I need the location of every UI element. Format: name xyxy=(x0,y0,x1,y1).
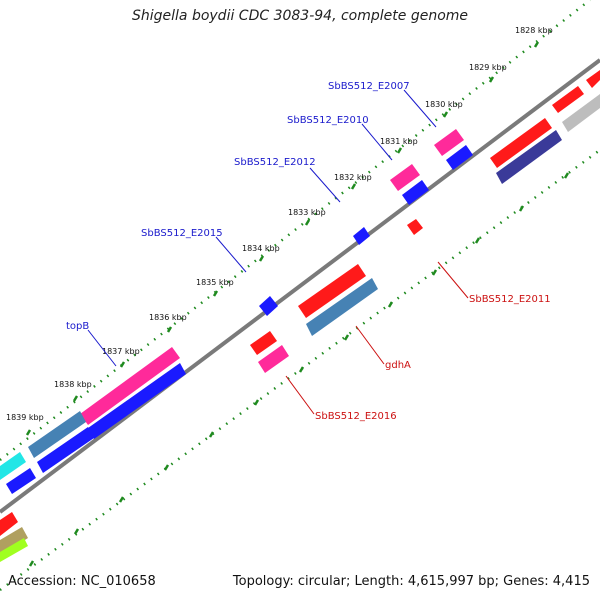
reverse-genes xyxy=(0,219,423,562)
gene-arrow[interactable] xyxy=(250,331,277,355)
gene-label[interactable]: SbBS512_E2011 xyxy=(469,294,551,305)
gene-label[interactable]: SbBS512_E2016 xyxy=(315,411,397,422)
gene-arrow[interactable] xyxy=(80,347,180,425)
gene-label[interactable]: gdhA xyxy=(385,360,411,371)
kbp-label: 1836 kbp xyxy=(149,313,187,322)
kbp-label: 1835 kbp xyxy=(196,278,234,287)
gene-arrow[interactable] xyxy=(562,94,600,132)
kbp-label: 1837 kbp xyxy=(102,347,140,356)
gene-arrow[interactable] xyxy=(6,468,36,494)
forward-leaders xyxy=(87,89,437,367)
gene-arrow[interactable] xyxy=(446,145,473,170)
lower-major-ticks xyxy=(28,172,570,567)
kbp-label: 1839 kbp xyxy=(6,413,44,422)
genome-backbone xyxy=(0,58,600,514)
kbp-label: 1831 kbp xyxy=(380,137,418,146)
genome-stats-text: Topology: circular; Length: 4,615,997 bp… xyxy=(232,574,590,589)
gene-label[interactable]: SbBS512_E2012 xyxy=(234,157,316,168)
gene-arrow[interactable] xyxy=(37,427,94,473)
upper-tick-track xyxy=(0,0,591,461)
gene-arrow[interactable] xyxy=(88,363,186,439)
gene-arrow[interactable] xyxy=(0,512,18,536)
accession-text: Accession: NC_010658 xyxy=(8,574,156,589)
gene-arrow[interactable] xyxy=(434,129,464,156)
kbp-labels: 1828 kbp 1829 kbp 1830 kbp 1831 kbp 1832… xyxy=(6,26,553,422)
gene-arrow[interactable] xyxy=(259,296,278,316)
gene-arrow[interactable] xyxy=(407,219,423,235)
kbp-label: 1838 kbp xyxy=(54,380,92,389)
kbp-label: 1828 kbp xyxy=(515,26,553,35)
gene-arrow[interactable] xyxy=(390,164,420,191)
gene-arrow[interactable] xyxy=(552,86,584,113)
gene-arrow[interactable] xyxy=(306,278,378,336)
kbp-label: 1830 kbp xyxy=(425,100,463,109)
gene-arrow[interactable] xyxy=(0,538,28,562)
gene-arrow[interactable] xyxy=(28,411,86,458)
gene-arrow[interactable] xyxy=(586,70,600,88)
kbp-label: 1832 kbp xyxy=(334,173,372,182)
upper-major-ticks xyxy=(25,41,540,436)
kbp-label: 1833 kbp xyxy=(288,208,326,217)
gene-arrow[interactable] xyxy=(353,227,370,245)
gene-arrow[interactable] xyxy=(490,118,552,168)
gene-label[interactable]: SbBS512_E2015 xyxy=(141,228,223,239)
map-title: Shigella boydii CDC 3083-94, complete ge… xyxy=(131,8,469,24)
gene-arrow[interactable] xyxy=(0,452,26,480)
gene-arrow[interactable] xyxy=(258,345,289,373)
reverse-leaders xyxy=(285,261,469,415)
forward-genes xyxy=(0,70,600,494)
gene-label[interactable]: SbBS512_E2007 xyxy=(328,81,410,92)
gene-arrow[interactable] xyxy=(298,264,366,318)
gene-arrow[interactable] xyxy=(496,130,562,184)
gene-label[interactable]: topB xyxy=(66,321,89,332)
kbp-label: 1829 kbp xyxy=(469,63,507,72)
kbp-label: 1834 kbp xyxy=(242,244,280,253)
gene-arrow[interactable] xyxy=(402,180,429,205)
gene-label[interactable]: SbBS512_E2010 xyxy=(287,115,369,126)
